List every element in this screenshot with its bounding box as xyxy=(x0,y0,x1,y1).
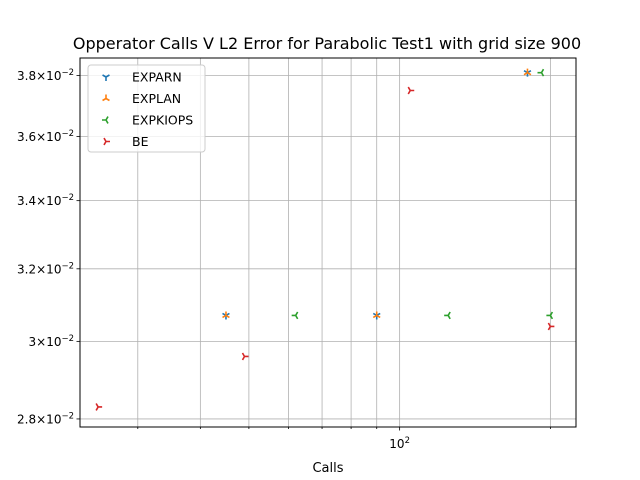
x-axis-label: Calls xyxy=(312,461,343,476)
data-point-be xyxy=(95,403,103,411)
grid-lines xyxy=(80,58,576,427)
legend-label-explan: EXPLAN xyxy=(132,91,181,106)
legend-label-expkiops: EXPKIOPS xyxy=(132,113,193,128)
plot-frame xyxy=(79,57,577,428)
data-point-be xyxy=(547,322,555,331)
legend-label-exparn: EXPARN xyxy=(132,70,182,85)
legend-marker-explan xyxy=(102,94,110,102)
data-point-be xyxy=(407,86,415,95)
data-point-expkiops xyxy=(291,311,299,320)
axis-ticks: 2.8×10−2 3×10−2 3.2×10−2 3.4×10−2 3.6×10−2 3.… xyxy=(17,68,551,451)
legend: EXPARN EXPLAN EXPKIOPS BE xyxy=(87,64,206,153)
data-point-explan xyxy=(222,311,230,319)
x-tick-label: 102 xyxy=(389,436,410,451)
data-point-expkiops xyxy=(546,311,554,320)
y-tick-label: 3×10−2 xyxy=(29,334,75,349)
legend-box xyxy=(87,64,206,153)
data-point-explan xyxy=(372,311,381,319)
data-point-expkiops xyxy=(537,68,545,77)
y-tick-label: 3.6×10−2 xyxy=(17,129,74,144)
y-tick-label: 2.8×10−2 xyxy=(17,411,74,426)
data-point-be xyxy=(241,352,249,361)
legend-marker-expkiops xyxy=(102,116,109,124)
data-point-explan xyxy=(523,68,532,76)
data-points xyxy=(95,68,555,411)
legend-marker-be xyxy=(103,137,110,146)
y-tick-label: 3.4×10−2 xyxy=(17,193,74,208)
y-tick-label: 3.8×10−2 xyxy=(17,68,74,83)
data-point-expkiops xyxy=(444,311,451,320)
y-tick-label: 3.2×10−2 xyxy=(17,261,74,276)
chart-title: Opperator Calls V L2 Error for Parabolic… xyxy=(73,34,581,53)
legend-label-be: BE xyxy=(132,134,149,149)
legend-marker-exparn xyxy=(102,74,110,81)
